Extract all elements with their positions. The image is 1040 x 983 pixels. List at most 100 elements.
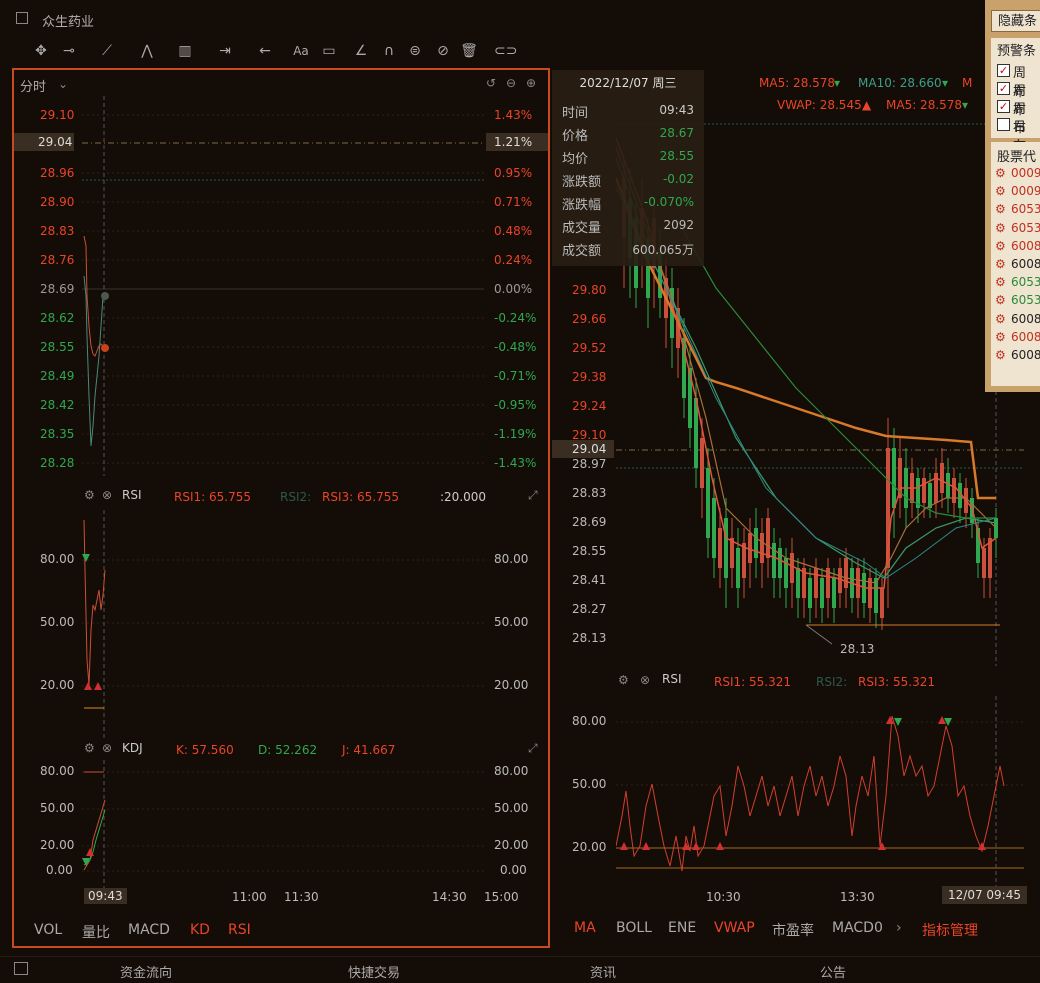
ma-more-value: M — [962, 76, 973, 90]
rsi-tick-right: 80.00 — [494, 552, 529, 566]
tab-boll[interactable]: BOLL — [616, 920, 652, 936]
chevron-right-icon[interactable]: › — [896, 920, 902, 936]
alert-icon: ⚙ — [995, 184, 1006, 199]
rsi3-value: RSI3: 65.755 — [322, 490, 399, 504]
wave-tool-icon[interactable]: ⋀ — [141, 43, 153, 59]
section-title: 预警条 — [997, 44, 1037, 59]
chevron-down-icon[interactable]: ⌄ — [58, 77, 69, 91]
tooltip-row: 均价 28.55 — [562, 149, 694, 167]
rsi-chart[interactable] — [82, 510, 484, 740]
buy-arrow-icon — [886, 716, 894, 724]
magnet-icon[interactable]: ∩ — [383, 43, 395, 59]
close-icon[interactable]: ⊗ — [102, 741, 113, 755]
tab-vol[interactable]: VOL — [34, 922, 63, 938]
hide-bar-button[interactable]: 隐藏条 — [991, 10, 1040, 32]
tab-vwap[interactable]: VWAP — [714, 920, 755, 936]
pct-tick: 1.43% — [494, 108, 533, 122]
ma5-chevron-icon[interactable]: ▾ — [834, 76, 841, 90]
tab-macd0[interactable]: MACD0 — [832, 920, 883, 936]
indicator-manager-button[interactable]: 指标管理 — [922, 923, 978, 939]
status-news[interactable]: 资讯 — [590, 966, 617, 981]
rsi-tick-right: 20.00 — [494, 678, 529, 692]
title-bar: 众生药业 — [0, 0, 1040, 38]
zoom-in-icon[interactable]: ⊕ — [526, 76, 537, 90]
tab-ma[interactable]: MA — [574, 920, 596, 936]
tab-ene[interactable]: ENE — [668, 920, 697, 936]
ma5-value-2: MA5: 28.578 — [886, 98, 963, 112]
undo-icon[interactable]: ↺ — [486, 76, 497, 90]
delete-icon[interactable]: 🗑 — [460, 43, 478, 59]
pct-tick: -0.71% — [494, 369, 537, 383]
intraday-chart[interactable] — [82, 96, 484, 476]
chart-tool-icon[interactable]: ▥ — [178, 43, 192, 59]
link-icon[interactable]: ⊂⊃ — [494, 43, 518, 59]
rsi-label[interactable]: RSI — [662, 672, 682, 686]
angle-icon[interactable]: ∠ — [354, 43, 368, 59]
zoom-out-icon[interactable]: ⊖ — [506, 76, 517, 90]
tab-macd[interactable]: MACD — [128, 922, 170, 938]
grid-lines — [82, 96, 484, 476]
checkbox-checked-icon[interactable]: ✓ — [997, 100, 1010, 113]
settings-gear-icon[interactable]: ⚙ — [84, 741, 95, 755]
kdj-tick-right: 50.00 — [494, 801, 529, 815]
price-tick: 29.38 — [572, 370, 607, 384]
lock-icon[interactable]: ⊜ — [409, 43, 421, 59]
tab-kd[interactable]: KD — [190, 922, 210, 938]
line-tool-icon[interactable]: ⊸ — [63, 43, 75, 59]
close-icon[interactable]: ⊗ — [640, 673, 651, 687]
buy-arrow-icon — [620, 842, 628, 850]
price-tick: 28.76 — [40, 253, 75, 267]
text-tool-icon[interactable]: Aa — [293, 44, 309, 58]
alert-popup: 隐藏条 预警条 ✓ 周布 ✓ 周布 ✓ 周布 日布 股票代 ⚙0009 ⚙000… — [985, 0, 1040, 392]
arrow-tool-icon[interactable]: ← — [259, 43, 271, 59]
comment-icon[interactable]: ▭ — [322, 43, 336, 59]
settings-gear-icon[interactable]: ⚙ — [618, 673, 629, 687]
rsi-label[interactable]: RSI — [122, 488, 142, 502]
price-marker — [101, 344, 109, 352]
pct-tick: 0.00% — [494, 282, 533, 296]
kdj-label[interactable]: KDJ — [122, 741, 143, 755]
pct-tick: -0.95% — [494, 398, 537, 412]
price-tick: 29.10 — [40, 108, 75, 122]
kdj-tick: 50.00 — [40, 801, 75, 815]
rsi-tick: 80.00 — [572, 714, 607, 728]
tab-volume-ratio[interactable]: 量比 — [82, 925, 110, 941]
ma10-value: MA10: 28.660 — [858, 76, 942, 90]
pct-tick: 0.95% — [494, 166, 533, 180]
price-tick: 28.69 — [572, 515, 607, 529]
price-tick: 29.24 — [572, 399, 607, 413]
trend-tool-icon[interactable]: ⟋ — [102, 43, 112, 59]
mode-selector[interactable]: 分时 — [20, 80, 47, 95]
ma5-chevron-icon[interactable]: ▾ — [962, 98, 969, 112]
buy-arrow-icon — [86, 848, 94, 856]
checkbox-checked-icon[interactable]: ✓ — [997, 64, 1010, 77]
expand-icon[interactable]: ⤢ — [528, 741, 538, 755]
status-fund-flow[interactable]: 资金流向 — [120, 966, 173, 981]
pct-tick: -1.43% — [494, 456, 537, 470]
time-tick: 11:30 — [284, 890, 319, 904]
move-icon[interactable]: ✥ — [35, 43, 47, 59]
tab-pe[interactable]: 市盈率 — [772, 923, 814, 939]
tab-rsi[interactable]: RSI — [228, 922, 251, 938]
settings-gear-icon[interactable]: ⚙ — [84, 488, 95, 502]
hide-icon[interactable]: ⊘ — [437, 43, 449, 59]
kdj-tick-right: 0.00 — [500, 863, 527, 877]
close-icon[interactable]: ⊗ — [102, 488, 113, 502]
expand-icon[interactable]: ⤢ — [528, 488, 538, 502]
price-tick: 28.42 — [40, 398, 75, 412]
low-price-label: 28.13 — [840, 642, 875, 656]
rsi-chart[interactable] — [616, 696, 1024, 886]
panel-toggle-icon[interactable] — [14, 962, 28, 975]
buy-arrow-icon — [938, 716, 946, 724]
status-bar: 资金流向 快捷交易 资讯 公告 — [0, 956, 1040, 983]
alert-icon: ⚙ — [995, 166, 1006, 180]
status-quick-trade[interactable]: 快捷交易 — [348, 966, 401, 981]
checkbox-unchecked-icon[interactable] — [997, 118, 1010, 131]
kdj-chart[interactable] — [82, 760, 484, 888]
checkbox-checked-icon[interactable]: ✓ — [997, 82, 1010, 95]
ma5-line — [616, 137, 997, 589]
window-icon[interactable] — [16, 12, 28, 24]
ma10-chevron-icon[interactable]: ▾ — [942, 76, 949, 90]
range-tool-icon[interactable]: ⇥ — [219, 43, 231, 59]
status-announcements[interactable]: 公告 — [820, 966, 847, 981]
